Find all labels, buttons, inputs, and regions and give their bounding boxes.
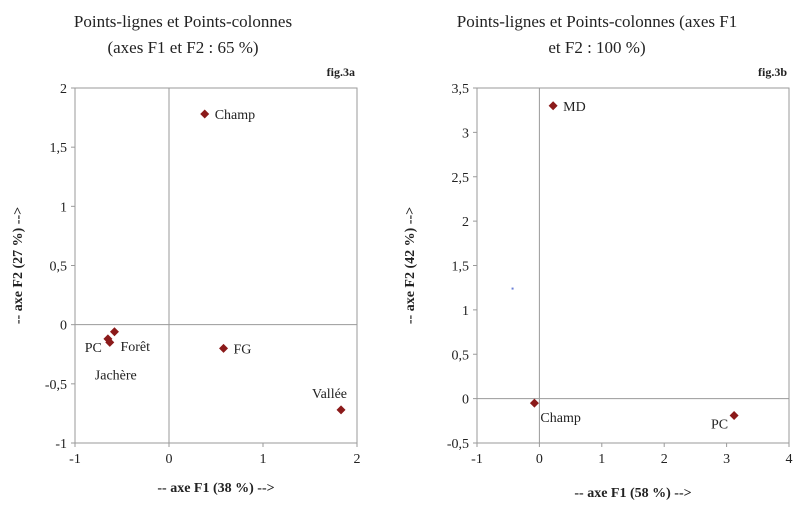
chart1-point-label: PC bbox=[85, 341, 102, 356]
chart1-plot-area bbox=[74, 87, 358, 444]
chart1-point-jachère bbox=[105, 337, 115, 347]
chart1-x-axis-label: -- axe F1 (38 %) --> bbox=[157, 481, 274, 496]
chart1-point-label: Jachère bbox=[95, 368, 137, 383]
chart1-fig-label: fig.3a bbox=[327, 65, 355, 79]
chart2-xtick-label: -1 bbox=[471, 452, 483, 467]
chart1-point-label: Forêt bbox=[120, 340, 150, 355]
chart2-title-line-2: et F2 : 100 %) bbox=[548, 38, 645, 57]
chart1-ytick-label: 2 bbox=[60, 82, 67, 97]
chart2-xtick-label: 4 bbox=[786, 452, 793, 467]
chart1-ytick-label: 0,5 bbox=[50, 260, 68, 275]
chart1-xtick-label: -1 bbox=[69, 452, 81, 467]
chart2-point-champ bbox=[529, 398, 539, 408]
chart1-point-champ bbox=[200, 109, 210, 119]
chart2-ytick-label: -0,5 bbox=[447, 437, 469, 452]
chart2-ytick-label: 3,5 bbox=[452, 82, 470, 97]
chart1-point-forêt bbox=[109, 327, 119, 337]
chart2-y-axis-label: -- axe F2 (42 %) --> bbox=[403, 207, 418, 324]
chart1-ytick-label: -0,5 bbox=[45, 378, 67, 393]
chart2-ytick-label: 3 bbox=[462, 126, 469, 141]
chart2-xtick-label: 3 bbox=[723, 452, 730, 467]
chart2-ytick-label: 1,5 bbox=[452, 260, 470, 275]
chart2-xtick-label: 2 bbox=[661, 452, 668, 467]
chart2-ytick-label: 1 bbox=[462, 304, 469, 319]
chart1-ytick-label: 1,5 bbox=[50, 141, 68, 156]
chart2-ytick-label: 2,5 bbox=[452, 171, 470, 186]
chart1-point-label: Champ bbox=[215, 108, 255, 123]
chart1-point-fg bbox=[219, 343, 229, 353]
chart1-ytick-label: 0 bbox=[60, 319, 67, 334]
chart2-xtick-label: 1 bbox=[598, 452, 605, 467]
chart2-xtick-label: 0 bbox=[536, 452, 543, 467]
chart2-x-axis-label: -- axe F1 (58 %) --> bbox=[574, 486, 691, 501]
chart2-point-label: Champ bbox=[540, 411, 580, 426]
chart2-title-line-1: Points-lignes et Points-colonnes (axes F… bbox=[457, 12, 737, 31]
chart2-ytick-label: 0,5 bbox=[452, 348, 470, 363]
chart2-point-md bbox=[548, 101, 558, 111]
chart2-point-pc bbox=[729, 410, 739, 420]
chart2-point-label: PC bbox=[711, 417, 728, 432]
chart2-point-label: MD bbox=[563, 100, 586, 115]
chart2-ytick-label: 0 bbox=[462, 393, 469, 408]
chart1-ytick-label: -1 bbox=[55, 437, 67, 452]
chart1-point-label: FG bbox=[234, 342, 252, 357]
chart1-y-axis-label: -- axe F2 (27 %) --> bbox=[11, 207, 26, 324]
chart1-xtick-label: 1 bbox=[260, 452, 267, 467]
chart2-faint-point bbox=[511, 287, 514, 290]
chart1-xtick-label: 2 bbox=[354, 452, 361, 467]
chart2-plot-area bbox=[476, 87, 790, 444]
chart2-ytick-label: 2 bbox=[462, 215, 469, 230]
chart1-title-line-1: Points-lignes et Points-colonnes bbox=[74, 12, 292, 31]
chart1-point-label: Vallée bbox=[312, 387, 347, 402]
chart1-title-line-2: (axes F1 et F2 : 65 %) bbox=[107, 38, 258, 57]
chart1-ytick-label: 1 bbox=[60, 200, 67, 215]
chart2-fig-label: fig.3b bbox=[758, 65, 787, 79]
chart1-xtick-label: 0 bbox=[166, 452, 173, 467]
chart1-point-vallée bbox=[336, 405, 346, 415]
